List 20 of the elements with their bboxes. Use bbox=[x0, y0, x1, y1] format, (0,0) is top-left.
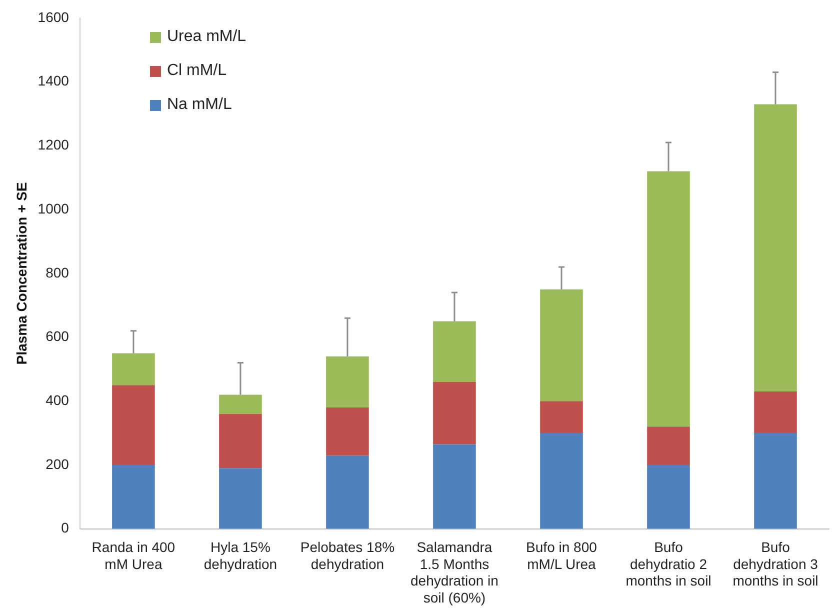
x-tick-label: Salamandra 1.5 Months dehydration in soil (60%) bbox=[410, 539, 498, 606]
y-tick-label: 1600 bbox=[38, 8, 70, 25]
y-tick-label: 200 bbox=[46, 456, 70, 472]
y-axis-title: Plasma Concentration + SE bbox=[13, 182, 30, 365]
x-tick-label: Bufo dehydratio 2 months in soil bbox=[626, 539, 712, 589]
legend-label: Na mM/L bbox=[166, 96, 232, 114]
legend-label: Urea mM/L bbox=[166, 28, 246, 46]
y-tick-label: 1400 bbox=[38, 72, 70, 89]
x-tick-label: Hyla 15% dehydration bbox=[204, 539, 278, 572]
y-tick-label: 1200 bbox=[38, 136, 70, 153]
y-tick-label: 400 bbox=[46, 392, 70, 408]
x-tick-label: Randa in 400 mM Urea bbox=[92, 539, 176, 572]
y-tick-label: 600 bbox=[46, 328, 70, 344]
y-tick-label: 800 bbox=[46, 264, 70, 280]
y-tick-label: 1000 bbox=[38, 200, 70, 216]
x-tick-label: Bufo in 800 mM/L Urea bbox=[526, 539, 598, 572]
x-tick-label: Pelobates 18% dehydration bbox=[300, 539, 395, 572]
legend-label: Cl mM/L bbox=[166, 62, 226, 80]
x-tick-label: Bufo dehydration 3 months in soil bbox=[732, 539, 818, 589]
y-tick-label: 0 bbox=[61, 520, 70, 536]
